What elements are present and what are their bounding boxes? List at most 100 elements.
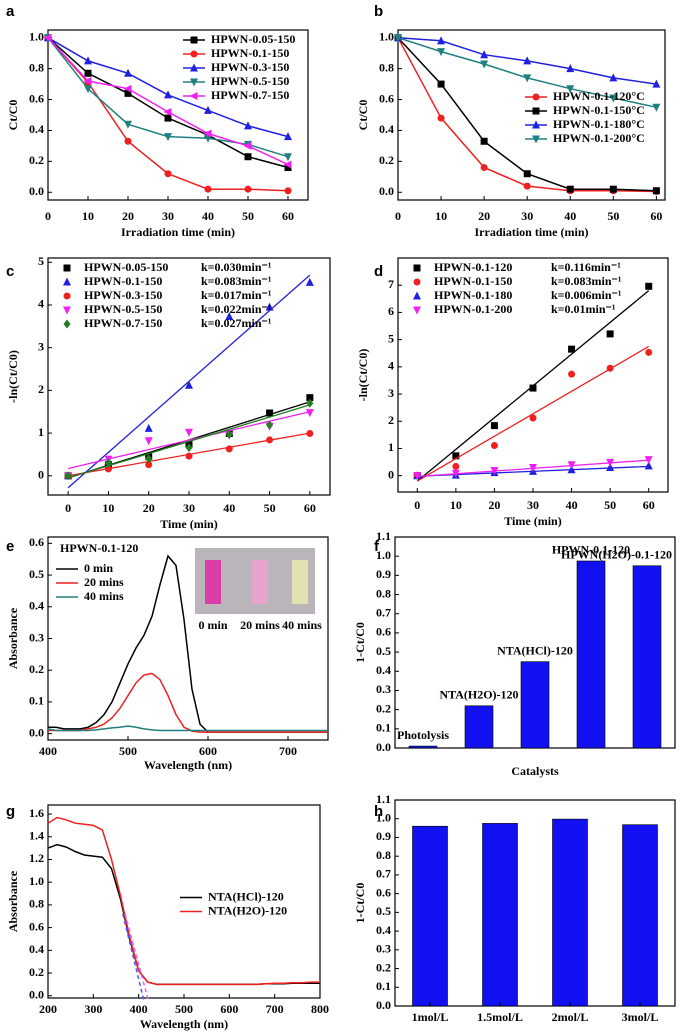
y-tick-label: 0.8 (376, 848, 391, 862)
marker (284, 132, 292, 141)
marker (124, 120, 132, 129)
x-tick-label: 0 (395, 209, 401, 223)
panel-label: c (6, 263, 14, 280)
marker (266, 436, 274, 444)
marker (164, 170, 172, 178)
marker (189, 92, 198, 100)
x-tick-label: 30 (183, 501, 195, 515)
marker (490, 422, 498, 430)
series-line (48, 672, 328, 733)
marker (244, 121, 252, 130)
marker (480, 50, 489, 59)
x-tick-label: 60 (643, 498, 655, 512)
x-axis-title: Wavelength (nm) (144, 758, 232, 772)
marker (123, 84, 132, 93)
y-tick-label: 0.2 (29, 153, 44, 167)
x-tick-label: 40 (564, 209, 576, 223)
legend-label: NTA(H2O)-120 (208, 903, 287, 917)
x-tick-label: 600 (199, 744, 217, 758)
y-tick-label: 0.4 (379, 122, 394, 136)
x-tick-label: 700 (279, 744, 297, 758)
marker (529, 414, 537, 422)
legend-k: k=0.027min⁻¹ (201, 316, 272, 330)
marker (190, 50, 198, 58)
marker (523, 182, 531, 190)
y-axis-title: 1-Ct/C0 (353, 622, 367, 663)
plot-frame (397, 29, 666, 201)
legend-k: k=0.017min⁻¹ (201, 288, 272, 302)
legend-label: HPWN-0.1-120°C (553, 89, 645, 103)
y-tick-label: 0.4 (29, 942, 44, 956)
marker (306, 398, 314, 408)
marker (532, 107, 540, 115)
y-tick-label: 1.4 (29, 829, 44, 843)
y-axis-title: Absorbance (6, 607, 20, 669)
bar-label: NTA(HCl)-120 (497, 643, 573, 657)
marker (144, 423, 153, 432)
marker (437, 36, 446, 45)
marker (144, 437, 153, 446)
legend-label: NTA(HCl)-120 (208, 889, 284, 903)
marker (284, 164, 292, 172)
bar-label: NTA(H2O)-120 (439, 688, 518, 702)
marker (203, 129, 212, 138)
y-tick-label: 1.1 (376, 529, 391, 543)
marker (185, 452, 193, 460)
y-tick-label: 2 (38, 382, 44, 396)
cuvette (205, 560, 221, 604)
marker (413, 291, 421, 300)
cuvette (252, 560, 268, 604)
panel-label: d (374, 263, 383, 280)
x-tick-label: 10 (102, 501, 114, 515)
marker (284, 153, 292, 162)
marker (529, 384, 537, 392)
y-tick-label: 0.6 (376, 885, 391, 899)
marker (64, 471, 72, 481)
y-tick-label: 3 (388, 386, 394, 400)
y-tick-label: 0.1 (376, 979, 391, 993)
y-tick-label: 0.4 (29, 122, 44, 136)
marker (529, 464, 537, 473)
fit-line (67, 404, 311, 479)
marker (305, 277, 314, 286)
marker (185, 380, 193, 389)
marker (652, 103, 661, 112)
x-tick-label: 0 (45, 209, 51, 223)
y-tick-label: 5 (38, 254, 44, 268)
marker (164, 133, 172, 142)
bar-label: HPWN(H2O)-0.1-120 (561, 548, 672, 562)
marker (104, 458, 112, 468)
y-tick-label: 0.4 (376, 663, 391, 677)
y-tick-label: 0.8 (376, 586, 391, 600)
legend-label: HPWN-0.1-180°C (553, 117, 645, 131)
legend-label: HPWN-0.1-150 (211, 46, 289, 60)
x-tick-label: 30 (521, 209, 533, 223)
x-tick-label: 600 (220, 1002, 238, 1016)
y-axis-title: 1-Ct/C0 (353, 883, 367, 924)
bar (408, 745, 438, 749)
marker (185, 428, 193, 437)
y-tick-label: 0.5 (376, 904, 391, 918)
marker (532, 93, 540, 101)
marker (204, 105, 212, 114)
y-tick-label: 0.0 (29, 725, 44, 739)
marker (266, 420, 274, 430)
legend-label: HPWN-0.1-150°C (553, 103, 645, 117)
marker (568, 345, 576, 353)
marker (480, 164, 488, 172)
marker (164, 90, 172, 99)
y-tick-label: 0.7 (376, 867, 391, 881)
x-tick-label: 10 (435, 209, 447, 223)
legend-label: HPWN-0.1-150 (84, 274, 162, 288)
series-line (47, 725, 328, 732)
y-tick-label: 0.8 (29, 897, 44, 911)
y-tick-label: 4 (388, 359, 394, 373)
marker (84, 85, 92, 94)
marker (83, 77, 92, 85)
y-tick-label: 0.0 (29, 184, 44, 198)
legend-k: k=0.006min⁻¹ (551, 288, 622, 302)
y-tick-label: 0.1 (29, 694, 44, 708)
y-tick-label: 3 (38, 339, 44, 353)
marker (243, 141, 252, 150)
marker (284, 187, 292, 195)
